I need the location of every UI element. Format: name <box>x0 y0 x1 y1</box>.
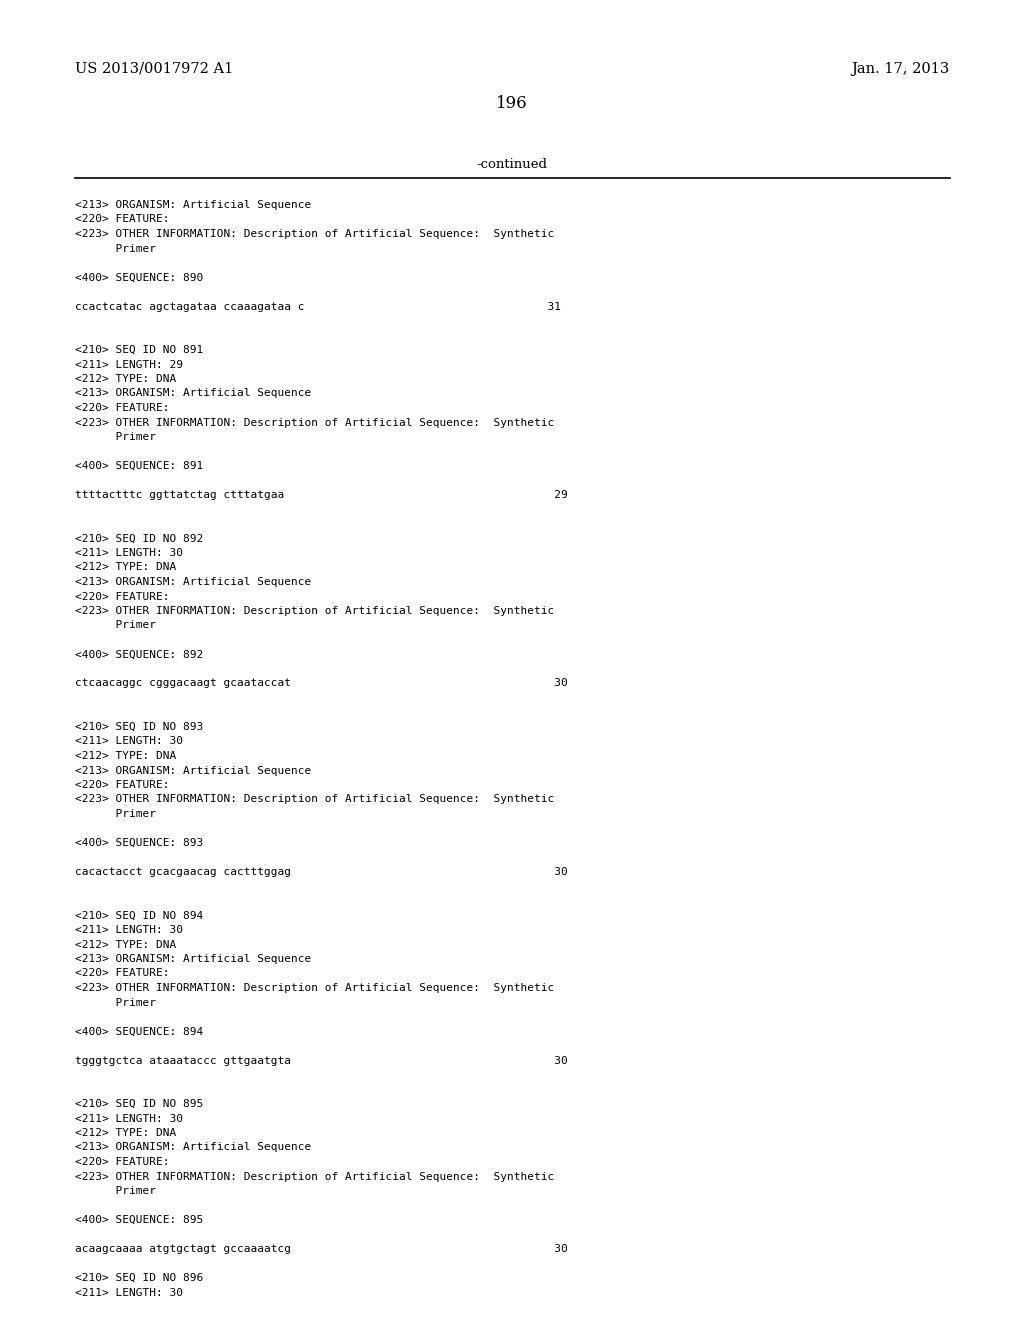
Text: <220> FEATURE:: <220> FEATURE: <box>75 969 170 978</box>
Text: ctcaacaggc cgggacaagt gcaataccat                                       30: ctcaacaggc cgggacaagt gcaataccat 30 <box>75 678 567 689</box>
Text: <210> SEQ ID NO 891: <210> SEQ ID NO 891 <box>75 345 203 355</box>
Text: <223> OTHER INFORMATION: Description of Artificial Sequence:  Synthetic: <223> OTHER INFORMATION: Description of … <box>75 795 554 804</box>
Text: <211> LENGTH: 30: <211> LENGTH: 30 <box>75 548 183 558</box>
Text: <212> TYPE: DNA: <212> TYPE: DNA <box>75 1129 176 1138</box>
Text: 196: 196 <box>497 95 527 112</box>
Text: <211> LENGTH: 30: <211> LENGTH: 30 <box>75 1114 183 1123</box>
Text: <210> SEQ ID NO 895: <210> SEQ ID NO 895 <box>75 1100 203 1109</box>
Text: <211> LENGTH: 29: <211> LENGTH: 29 <box>75 359 183 370</box>
Text: Primer: Primer <box>75 1185 156 1196</box>
Text: -continued: -continued <box>476 158 548 172</box>
Text: Primer: Primer <box>75 809 156 818</box>
Text: <220> FEATURE:: <220> FEATURE: <box>75 780 170 789</box>
Text: <210> SEQ ID NO 893: <210> SEQ ID NO 893 <box>75 722 203 733</box>
Text: <223> OTHER INFORMATION: Description of Artificial Sequence:  Synthetic: <223> OTHER INFORMATION: Description of … <box>75 606 554 616</box>
Text: <223> OTHER INFORMATION: Description of Artificial Sequence:  Synthetic: <223> OTHER INFORMATION: Description of … <box>75 983 554 993</box>
Text: tgggtgctca ataaataccc gttgaatgta                                       30: tgggtgctca ataaataccc gttgaatgta 30 <box>75 1056 567 1065</box>
Text: Primer: Primer <box>75 620 156 631</box>
Text: <400> SEQUENCE: 891: <400> SEQUENCE: 891 <box>75 461 203 471</box>
Text: Primer: Primer <box>75 998 156 1007</box>
Text: <400> SEQUENCE: 892: <400> SEQUENCE: 892 <box>75 649 203 660</box>
Text: <220> FEATURE:: <220> FEATURE: <box>75 1158 170 1167</box>
Text: <210> SEQ ID NO 894: <210> SEQ ID NO 894 <box>75 911 203 920</box>
Text: <211> LENGTH: 30: <211> LENGTH: 30 <box>75 1287 183 1298</box>
Text: <211> LENGTH: 30: <211> LENGTH: 30 <box>75 737 183 747</box>
Text: <213> ORGANISM: Artificial Sequence: <213> ORGANISM: Artificial Sequence <box>75 577 311 587</box>
Text: <213> ORGANISM: Artificial Sequence: <213> ORGANISM: Artificial Sequence <box>75 388 311 399</box>
Text: <213> ORGANISM: Artificial Sequence: <213> ORGANISM: Artificial Sequence <box>75 1143 311 1152</box>
Text: cacactacct gcacgaacag cactttggag                                       30: cacactacct gcacgaacag cactttggag 30 <box>75 867 567 876</box>
Text: <223> OTHER INFORMATION: Description of Artificial Sequence:  Synthetic: <223> OTHER INFORMATION: Description of … <box>75 417 554 428</box>
Text: <210> SEQ ID NO 892: <210> SEQ ID NO 892 <box>75 533 203 544</box>
Text: <400> SEQUENCE: 893: <400> SEQUENCE: 893 <box>75 838 203 847</box>
Text: <212> TYPE: DNA: <212> TYPE: DNA <box>75 751 176 762</box>
Text: US 2013/0017972 A1: US 2013/0017972 A1 <box>75 62 233 77</box>
Text: Jan. 17, 2013: Jan. 17, 2013 <box>852 62 950 77</box>
Text: ccactcatac agctagataa ccaaagataa c                                    31: ccactcatac agctagataa ccaaagataa c 31 <box>75 301 561 312</box>
Text: acaagcaaaa atgtgctagt gccaaaatcg                                       30: acaagcaaaa atgtgctagt gccaaaatcg 30 <box>75 1243 567 1254</box>
Text: <400> SEQUENCE: 895: <400> SEQUENCE: 895 <box>75 1214 203 1225</box>
Text: <211> LENGTH: 30: <211> LENGTH: 30 <box>75 925 183 935</box>
Text: <220> FEATURE:: <220> FEATURE: <box>75 403 170 413</box>
Text: <220> FEATURE:: <220> FEATURE: <box>75 214 170 224</box>
Text: Primer: Primer <box>75 243 156 253</box>
Text: <213> ORGANISM: Artificial Sequence: <213> ORGANISM: Artificial Sequence <box>75 201 311 210</box>
Text: <220> FEATURE:: <220> FEATURE: <box>75 591 170 602</box>
Text: <400> SEQUENCE: 894: <400> SEQUENCE: 894 <box>75 1027 203 1036</box>
Text: <213> ORGANISM: Artificial Sequence: <213> ORGANISM: Artificial Sequence <box>75 766 311 776</box>
Text: <223> OTHER INFORMATION: Description of Artificial Sequence:  Synthetic: <223> OTHER INFORMATION: Description of … <box>75 228 554 239</box>
Text: <212> TYPE: DNA: <212> TYPE: DNA <box>75 374 176 384</box>
Text: <212> TYPE: DNA: <212> TYPE: DNA <box>75 940 176 949</box>
Text: <212> TYPE: DNA: <212> TYPE: DNA <box>75 562 176 573</box>
Text: ttttactttc ggttatctag ctttatgaa                                        29: ttttactttc ggttatctag ctttatgaa 29 <box>75 490 567 500</box>
Text: <213> ORGANISM: Artificial Sequence: <213> ORGANISM: Artificial Sequence <box>75 954 311 964</box>
Text: <223> OTHER INFORMATION: Description of Artificial Sequence:  Synthetic: <223> OTHER INFORMATION: Description of … <box>75 1172 554 1181</box>
Text: <210> SEQ ID NO 896: <210> SEQ ID NO 896 <box>75 1272 203 1283</box>
Text: <400> SEQUENCE: 890: <400> SEQUENCE: 890 <box>75 272 203 282</box>
Text: Primer: Primer <box>75 432 156 442</box>
